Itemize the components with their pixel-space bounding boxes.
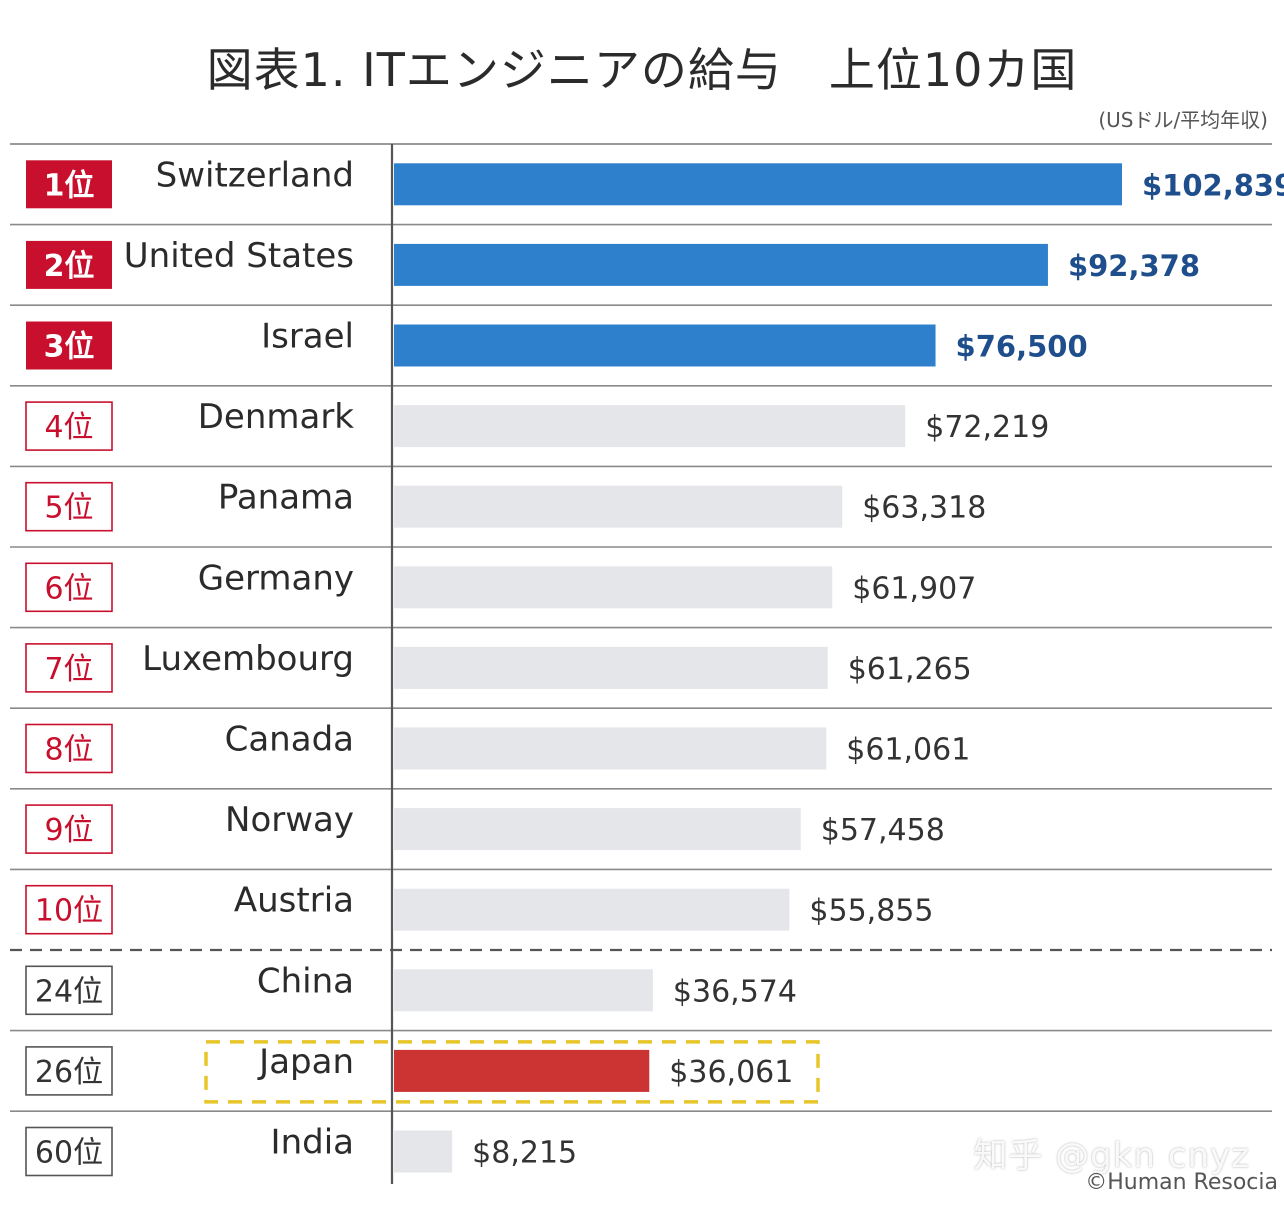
bar-austria [394,888,790,931]
value-label-panama: $63,318 [862,491,986,526]
value-label-china: $36,574 [673,974,797,1009]
bar-germany [394,566,833,609]
country-label-china: China [257,961,354,1001]
value-label-norway: $57,458 [821,813,945,848]
rank-label-austria: 10位 [35,894,103,929]
rank-badge-norway [25,804,113,854]
country-label-switzerland: Switzerland [156,155,354,195]
rank-badge-united-states [26,240,112,289]
rank-badge-china [25,965,113,1016]
rank-label-panama: 5位 [44,491,93,526]
value-label-canada: $61,061 [846,733,970,768]
bar-united-states [394,243,1048,286]
value-label-austria: $55,855 [809,894,933,929]
rank-label-united-states: 2位 [44,249,95,284]
chart-title: 図表1. ITエンジニアの給与 上位10カ国 [206,43,1078,97]
bar-israel [394,324,936,367]
country-label-austria: Austria [234,881,354,921]
unit-note: (USドル/平均年収) [1098,108,1268,132]
rank-badge-canada [25,723,113,774]
country-label-israel: Israel [261,317,354,357]
country-label-united-states: United States [124,236,354,276]
rank-badge-india [25,1126,113,1177]
value-label-luxembourg: $61,265 [848,652,972,687]
rank-label-luxembourg: 7位 [44,652,93,687]
value-label-israel: $76,500 [956,330,1088,364]
rank-label-switzerland: 1位 [44,168,95,203]
rank-label-canada: 8位 [44,733,93,768]
credit-text: ©Human Resocia [1085,1170,1278,1195]
rank-label-japan: 26位 [35,1055,103,1090]
value-label-japan: $36,061 [669,1055,793,1090]
bar-canada [394,727,827,770]
bar-china [394,969,653,1012]
rank-label-norway: 9位 [44,813,93,848]
value-label-denmark: $72,219 [925,410,1049,445]
rank-badge-luxembourg [25,643,113,693]
rank-badge-germany [25,562,113,613]
rank-label-india: 60位 [35,1136,103,1171]
rank-label-israel: 3位 [44,330,95,365]
country-label-india: India [271,1123,354,1163]
value-label-germany: $61,907 [852,571,976,606]
country-label-luxembourg: Luxembourg [142,639,354,679]
rank-badge-israel [26,321,112,370]
rank-label-denmark: 4位 [44,410,93,445]
rank-badge-switzerland [26,160,112,209]
country-label-germany: Germany [198,558,354,598]
bar-norway [394,808,801,851]
bar-japan [394,1049,650,1092]
country-label-japan: Japan [257,1042,354,1082]
rank-badge-austria [25,884,113,935]
rank-badge-japan [25,1046,113,1096]
country-label-canada: Canada [225,720,354,760]
value-label-india: $8,215 [472,1136,577,1171]
bar-luxembourg [394,646,828,689]
bar-switzerland [394,163,1122,206]
value-label-united-states: $92,378 [1068,249,1200,283]
value-label-switzerland: $102,839 [1142,168,1284,202]
watermark-text: 知乎 @gkn cnyz [973,1136,1250,1176]
country-label-norway: Norway [225,800,354,840]
country-label-denmark: Denmark [198,397,355,437]
rank-label-china: 24位 [35,974,103,1009]
bar-denmark [394,405,906,448]
country-label-panama: Panama [218,478,354,518]
rank-label-germany: 6位 [44,571,93,606]
rank-badge-denmark [25,401,113,451]
bar-india [394,1130,453,1173]
rank-badge-panama [25,481,113,532]
bar-panama [394,485,843,528]
